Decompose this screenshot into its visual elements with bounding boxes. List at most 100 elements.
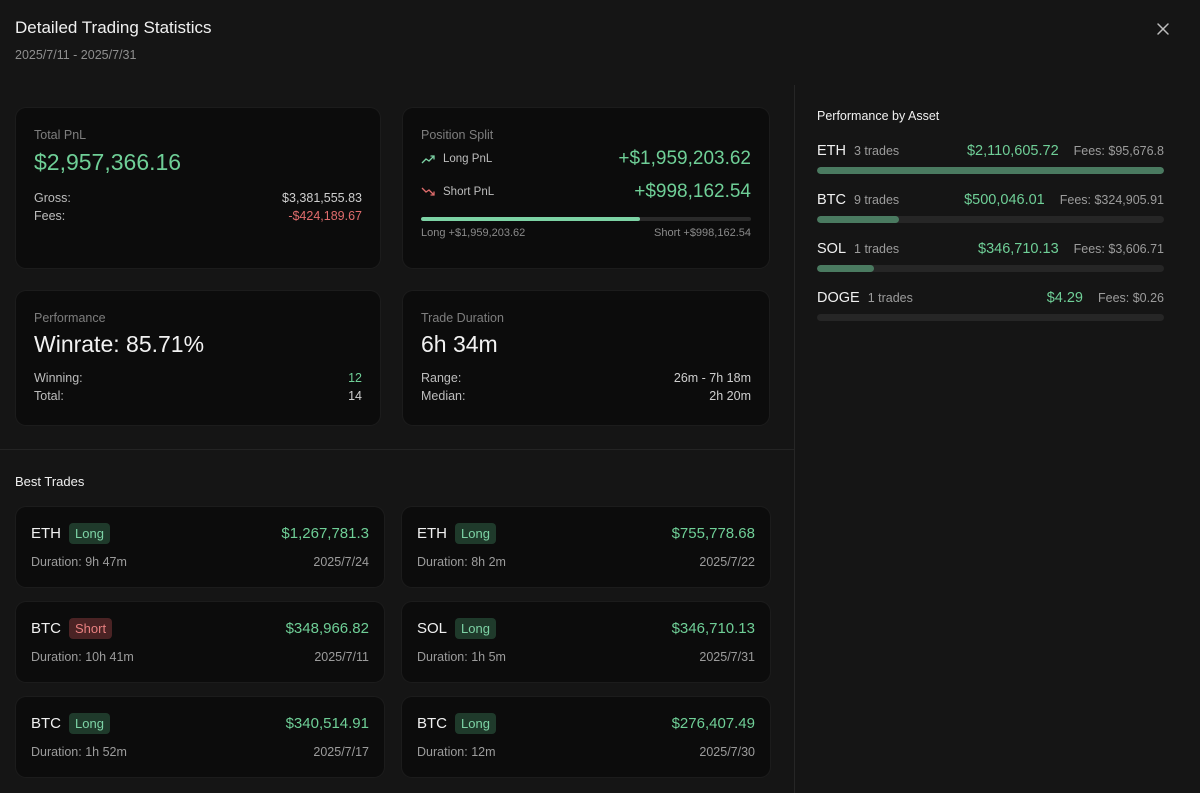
split-foot-long: Long +$1,959,203.62 <box>421 227 526 239</box>
split-foot-short: Short +$998,162.54 <box>654 227 751 239</box>
trade-pnl: $340,514.91 <box>285 715 369 732</box>
gross-row: Gross: $3,381,555.83 <box>34 191 362 205</box>
winning-value: 12 <box>348 371 362 385</box>
best-trades-title: Best Trades <box>15 474 85 489</box>
median-label: Median: <box>421 389 466 403</box>
gross-label: Gross: <box>34 191 71 205</box>
trade-card[interactable]: BTC Long $340,514.91 Duration: 1h 52m 2025/… <box>16 697 384 777</box>
trade-side-badge: Long <box>455 618 496 639</box>
trade-pnl: $1,267,781.3 <box>281 525 369 542</box>
fees-row: Fees: -$424,189.67 <box>34 209 362 223</box>
trade-card[interactable]: SOL Long $346,710.13 Duration: 1h 5m 2025/7… <box>402 602 770 682</box>
modal-title: Detailed Trading Statistics <box>15 18 212 37</box>
asset-bar <box>817 314 1164 321</box>
modal-header: Detailed Trading Statistics 2025/7/11 - … <box>15 18 212 62</box>
horizontal-divider <box>0 449 794 450</box>
median-value: 2h 20m <box>709 389 751 403</box>
long-pnl-label-group: Long PnL <box>421 153 492 165</box>
asset-row: SOL 1 trades $346,710.13 Fees: $3,606.71 <box>817 241 1164 272</box>
asset-pnl: $500,046.01 <box>964 192 1045 208</box>
asset-symbol: DOGE <box>817 290 860 306</box>
trade-duration: Duration: 9h 47m <box>31 555 127 569</box>
trade-duration: Duration: 1h 5m <box>417 650 506 664</box>
trade-duration: Duration: 8h 2m <box>417 555 506 569</box>
position-split-card: Position Split Long PnL +$1,959,203.62 S… <box>403 108 769 268</box>
long-pnl-row: Long PnL +$1,959,203.62 <box>421 148 751 170</box>
asset-bar-fill <box>817 167 1164 174</box>
trade-card[interactable]: BTC Long $276,407.49 Duration: 12m 2025/7/3… <box>402 697 770 777</box>
range-value: 26m - 7h 18m <box>673 371 751 385</box>
asset-bar <box>817 216 1164 223</box>
trade-pnl: $276,407.49 <box>671 715 755 732</box>
performance-card: Performance Winrate: 85.71% Winning: 12 … <box>16 291 380 425</box>
asset-trade-count: 9 trades <box>854 193 900 207</box>
trade-asset: BTC <box>31 620 61 637</box>
long-share-fill <box>421 217 640 221</box>
trade-date: 2025/7/11 <box>314 650 369 664</box>
trade-card[interactable]: BTC Short $348,966.82 Duration: 10h 41m 202… <box>16 602 384 682</box>
asset-bar-fill <box>817 265 874 272</box>
trade-side-badge: Long <box>455 523 496 544</box>
trade-side-badge: Long <box>69 523 110 544</box>
trade-asset: ETH <box>417 525 447 542</box>
trade-date: 2025/7/17 <box>313 745 369 759</box>
trade-date: 2025/7/30 <box>699 745 755 759</box>
winning-label: Winning: <box>34 371 83 385</box>
asset-bar <box>817 265 1164 272</box>
asset-pnl: $346,710.13 <box>978 241 1059 257</box>
asset-trade-count: 3 trades <box>854 144 900 158</box>
asset-bar <box>817 167 1164 174</box>
trade-date: 2025/7/31 <box>699 650 755 664</box>
trade-pnl: $348,966.82 <box>285 620 369 637</box>
long-pnl-value: +$1,959,203.62 <box>618 148 751 169</box>
asset-bar-fill <box>817 216 900 223</box>
asset-symbol: BTC <box>817 192 846 208</box>
median-row: Median: 2h 20m <box>421 389 751 403</box>
short-pnl-row: Short PnL +$998,162.54 <box>421 181 751 203</box>
gross-value: $3,381,555.83 <box>282 191 362 205</box>
range-label: Range: <box>421 371 462 385</box>
trade-side-badge: Long <box>69 713 110 734</box>
position-split-label: Position Split <box>421 128 494 142</box>
close-icon <box>1157 23 1169 35</box>
asset-trade-count: 1 trades <box>867 291 913 305</box>
long-pnl-label: Long PnL <box>443 153 493 165</box>
trade-card[interactable]: ETH Long $755,778.68 Duration: 8h 2m 2025/7… <box>402 507 770 587</box>
trade-duration: Duration: 1h 52m <box>31 745 127 759</box>
trade-side-badge: Short <box>69 618 113 639</box>
asset-row: DOGE 1 trades $4.29 Fees: $0.26 <box>817 290 1164 321</box>
performance-label: Performance <box>34 311 106 325</box>
asset-row: BTC 9 trades $500,046.01 Fees: $324,905.91 <box>817 192 1164 223</box>
total-row: Total: 14 <box>34 389 362 403</box>
close-button[interactable] <box>1154 20 1172 38</box>
asset-pnl: $4.29 <box>1046 290 1083 306</box>
asset-fees: Fees: $324,905.91 <box>1059 193 1164 207</box>
asset-row: ETH 3 trades $2,110,605.72 Fees: $95,676.8 <box>817 143 1164 174</box>
date-range: 2025/7/11 - 2025/7/31 <box>15 48 137 62</box>
trending-up-icon <box>421 155 435 164</box>
split-footer: Long +$1,959,203.62 Short +$998,162.54 <box>421 227 751 239</box>
short-pnl-label: Short PnL <box>443 186 495 198</box>
asset-fees: Fees: $95,676.8 <box>1073 144 1164 158</box>
asset-symbol: SOL <box>817 241 847 257</box>
trade-asset: ETH <box>31 525 61 542</box>
asset-trade-count: 1 trades <box>854 242 900 256</box>
total-label: Total: <box>34 389 64 403</box>
winning-row: Winning: 12 <box>34 371 362 385</box>
trade-pnl: $346,710.13 <box>671 620 755 637</box>
trade-asset: SOL <box>417 620 448 637</box>
asset-pnl: $2,110,605.72 <box>966 143 1059 159</box>
short-pnl-value: +$998,162.54 <box>634 181 751 202</box>
trade-side-badge: Long <box>455 713 496 734</box>
total-pnl-card: Total PnL $2,957,366.16 Gross: $3,381,55… <box>16 108 380 268</box>
fees-label: Fees: <box>34 209 66 223</box>
trade-duration-label: Trade Duration <box>421 311 504 325</box>
trade-card[interactable]: ETH Long $1,267,781.3 Duration: 9h 47m 2025… <box>16 507 384 587</box>
trade-pnl: $755,778.68 <box>671 525 755 542</box>
trade-asset: BTC <box>417 715 447 732</box>
trade-duration: Duration: 10h 41m <box>31 650 134 664</box>
trending-down-icon <box>421 187 435 196</box>
trade-date: 2025/7/24 <box>313 555 369 569</box>
trade-asset: BTC <box>31 715 61 732</box>
